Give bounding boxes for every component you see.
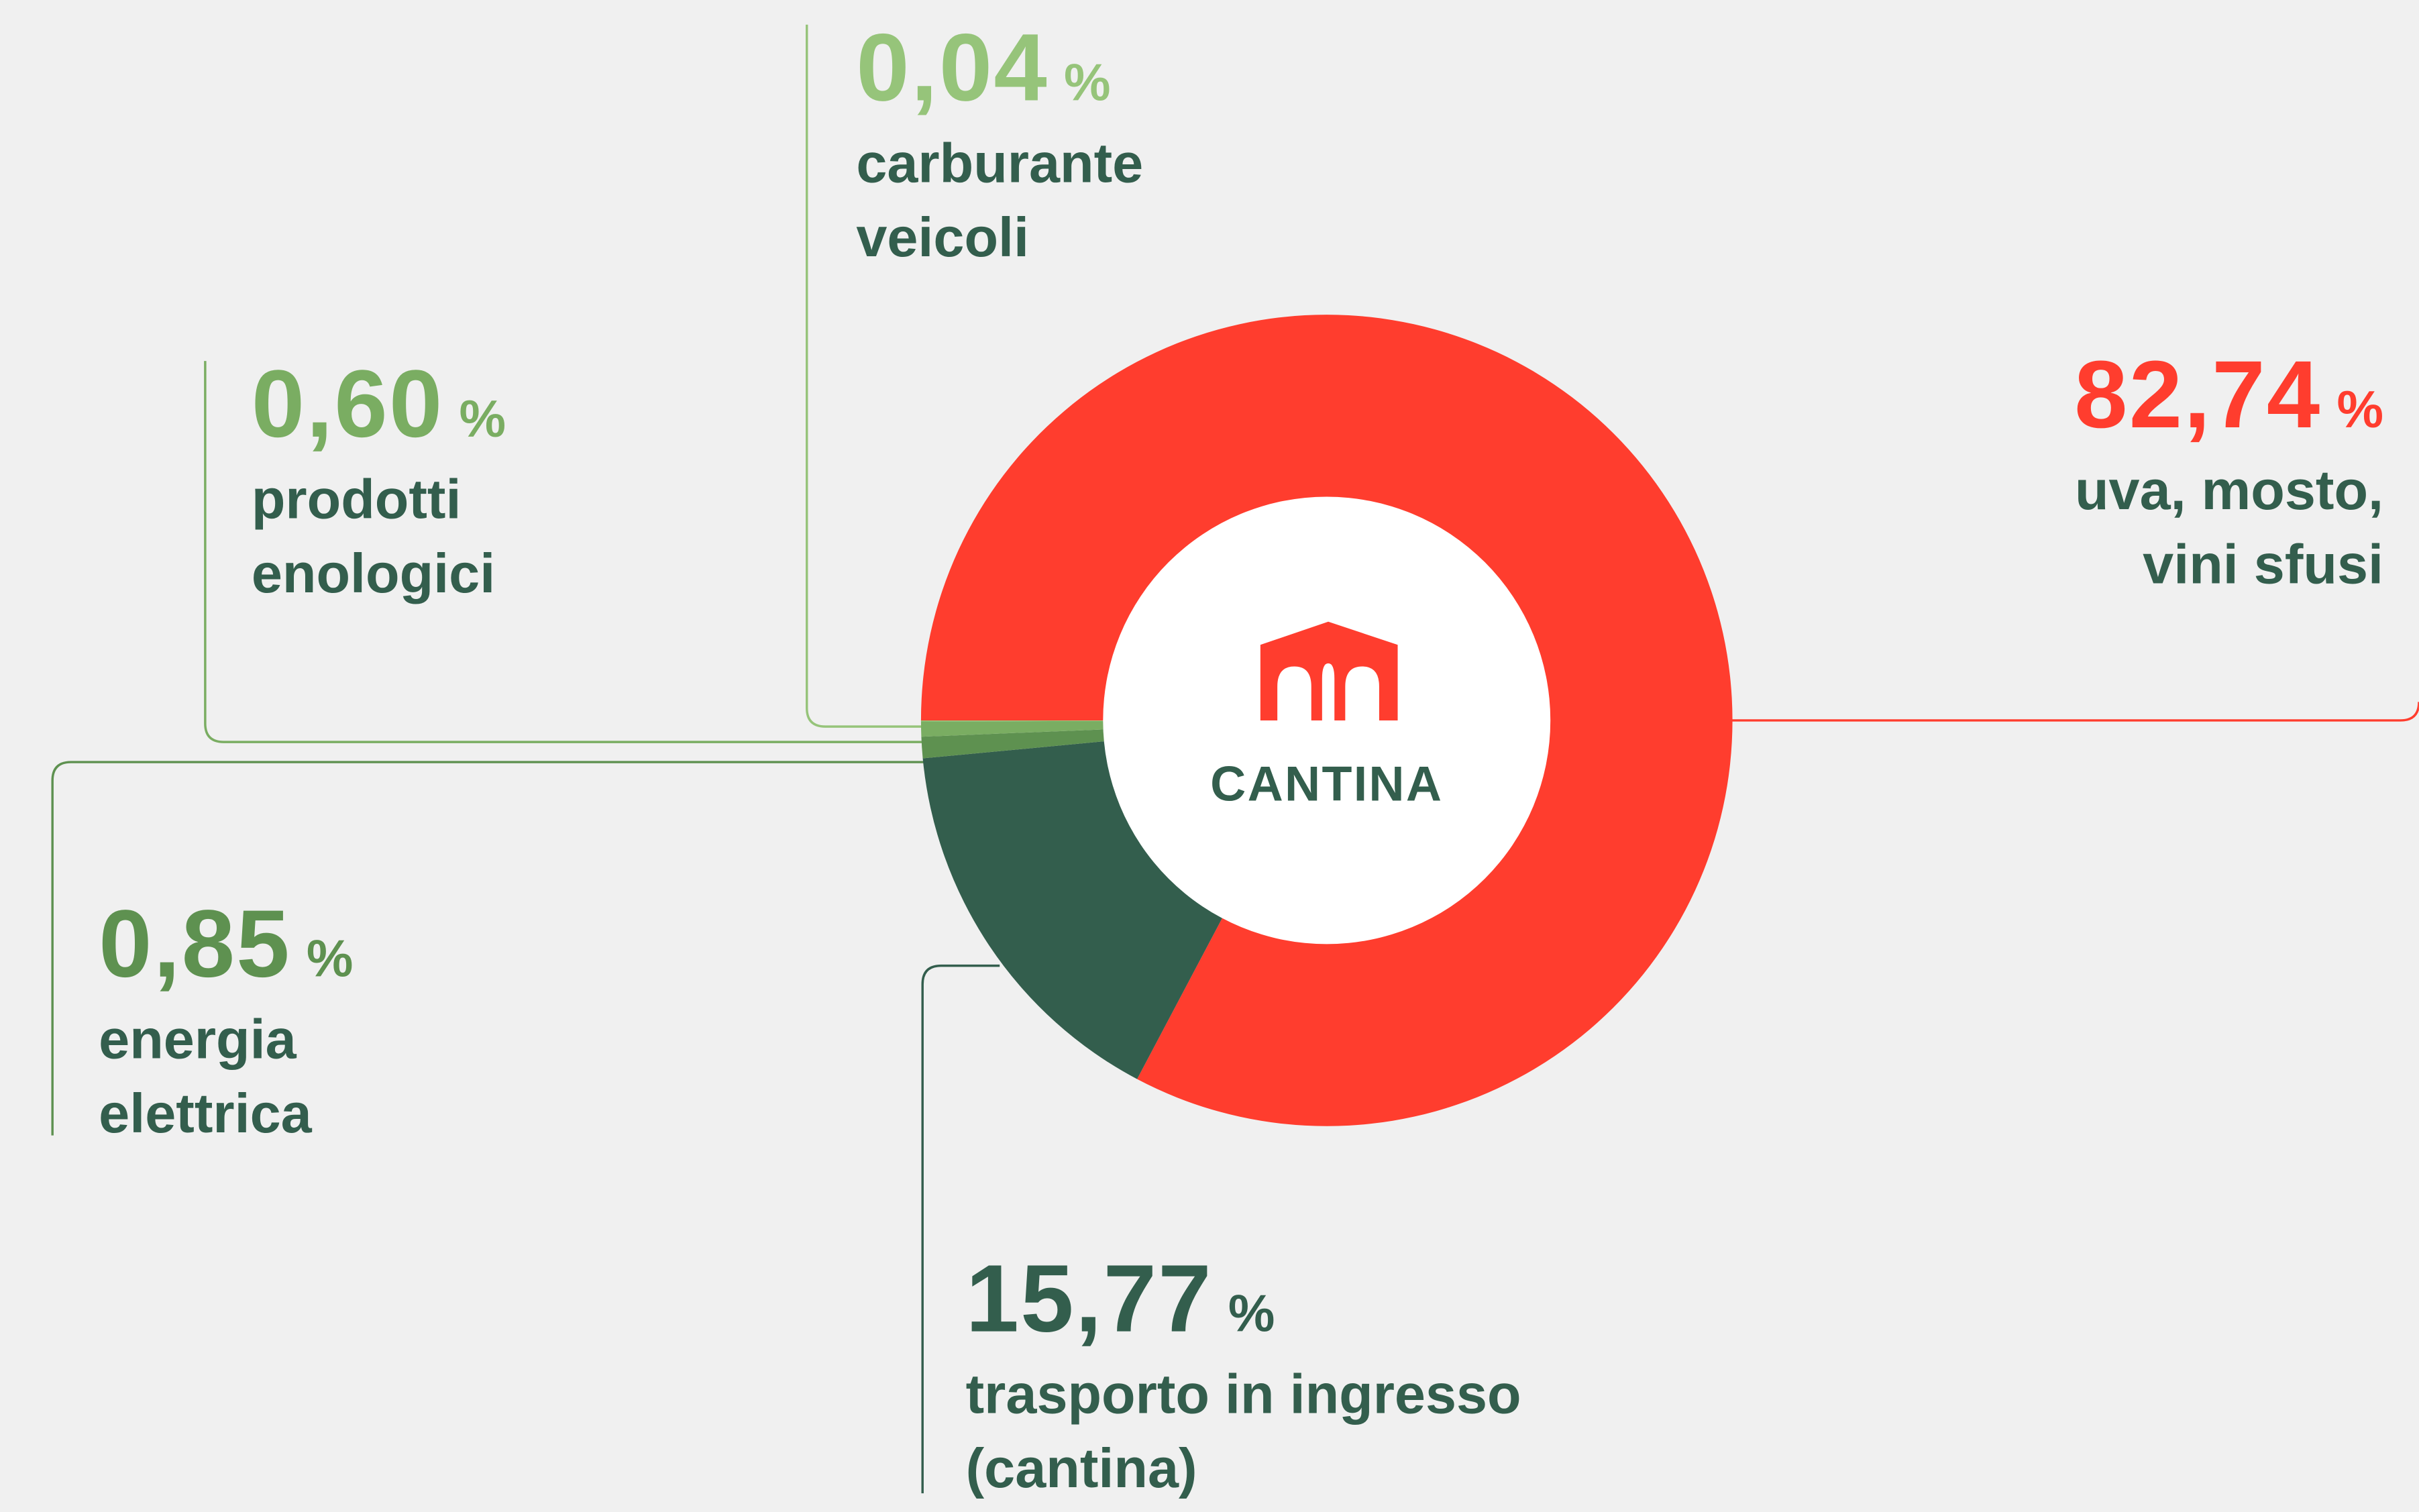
value-line: 15,77% bbox=[966, 1252, 1521, 1348]
category-label: energia elettrica bbox=[99, 1007, 312, 1145]
category-label: carburante veicoli bbox=[856, 131, 1144, 269]
category-label: prodotti enologici bbox=[251, 467, 496, 605]
value-unit: % bbox=[1228, 1285, 1275, 1344]
value-line: 0,04% bbox=[856, 21, 1143, 117]
leader-line bbox=[204, 361, 926, 743]
slice-label: 82,74% uva, mosto, vini sfusi bbox=[2074, 348, 2384, 602]
value-label: 82,74 bbox=[2074, 342, 2322, 449]
slice-label: 15,77% trasporto in ingresso (cantina) bbox=[966, 1252, 1521, 1505]
value-line: 0,85% bbox=[99, 897, 354, 993]
value-label: 0,85 bbox=[99, 892, 291, 998]
value-line: 82,74% bbox=[2074, 348, 2384, 445]
slice-label: 0,85% energia elettrica bbox=[99, 897, 354, 1150]
donut-hole bbox=[1103, 496, 1551, 944]
value-label: 15,77 bbox=[965, 1246, 1213, 1353]
value-unit: % bbox=[306, 930, 354, 989]
value-unit: % bbox=[2336, 381, 2384, 440]
slice-label: 0,60% prodotti enologici bbox=[251, 357, 506, 611]
category-label: uva, mosto, vini sfusi bbox=[2074, 458, 2384, 596]
value-line: 0,60% bbox=[252, 357, 506, 454]
leader-line bbox=[921, 964, 1000, 1494]
value-unit: % bbox=[1064, 54, 1111, 113]
category-label: trasporto in ingresso (cantina) bbox=[965, 1362, 1521, 1500]
leader-line bbox=[1731, 702, 2419, 722]
leader-line bbox=[51, 761, 926, 1136]
value-unit: % bbox=[459, 390, 506, 449]
slice-label: 0,04% carburante veicoli bbox=[856, 21, 1143, 274]
leader-line bbox=[806, 24, 926, 728]
slice bbox=[920, 720, 1327, 722]
value-label: 0,60 bbox=[251, 352, 444, 459]
cantina-icon bbox=[1260, 621, 1398, 720]
value-label: 0,04 bbox=[856, 15, 1049, 122]
center-label: CANTINA bbox=[1210, 756, 1443, 812]
